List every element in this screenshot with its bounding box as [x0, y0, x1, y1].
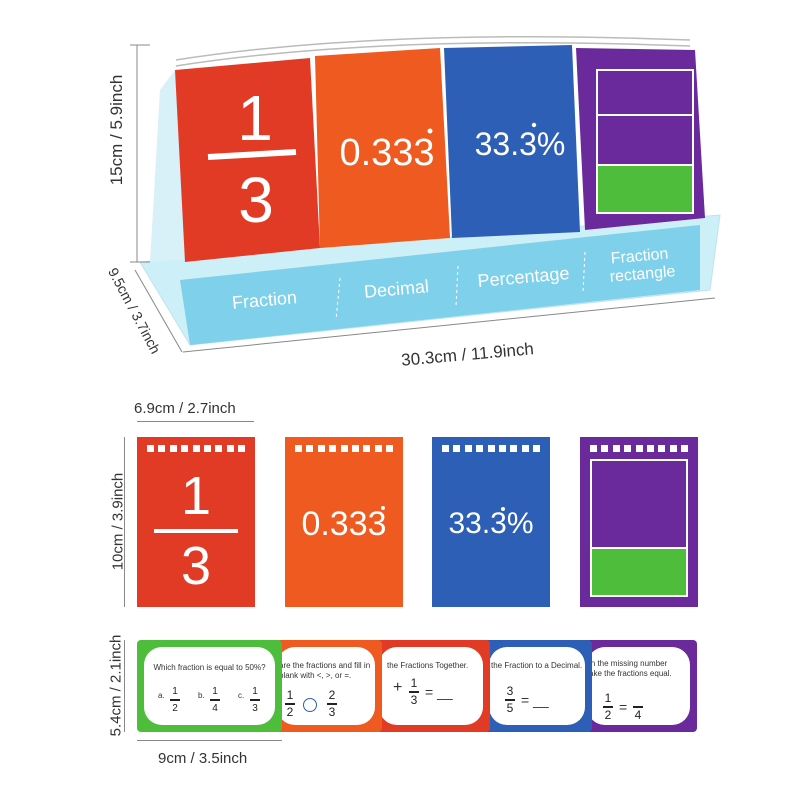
- card-holes: [590, 445, 688, 453]
- task1-opt-c: c.: [238, 691, 245, 700]
- task5-frac2: 4: [633, 706, 643, 722]
- card-width-label: 6.9cm / 2.7inch: [134, 400, 236, 417]
- task5-line1: in the missing number: [589, 659, 668, 668]
- fraction-rect-top: [596, 69, 694, 116]
- task-height-label: 5.4cm / 2.1inch: [107, 634, 125, 737]
- task3-plus: +: [393, 679, 403, 696]
- task5-eq: =: [619, 699, 628, 715]
- flat-card-decimal: 0.333: [285, 437, 403, 607]
- stand-fraction-numerator: 1: [237, 82, 273, 154]
- stand-card-decimal: [315, 48, 450, 248]
- task1-opt-a: a.: [158, 691, 165, 700]
- task-height-line: [124, 640, 125, 732]
- task-card-2: are the fractions and fill in blank with…: [270, 640, 382, 732]
- card-height-line: [124, 437, 125, 607]
- stand-card-fraction: [175, 58, 320, 262]
- card-holes: [442, 445, 540, 453]
- fraction-bar: [154, 529, 238, 533]
- stand-card-percentage: [444, 45, 580, 238]
- task1-opt-b: b.: [198, 691, 205, 700]
- stand-fraction-denominator: 3: [238, 164, 274, 236]
- task-width-label: 9cm / 3.5inch: [158, 750, 248, 767]
- flat-percentage-value: 33.3%: [448, 507, 534, 540]
- task4-eq: = __: [521, 692, 549, 708]
- card-width-line: [137, 421, 254, 422]
- spiral-binding: [175, 35, 691, 67]
- label-strip: [180, 225, 700, 345]
- repeat-dot: [381, 506, 385, 510]
- task4-line1: the Fraction to a Decimal.: [491, 661, 583, 670]
- repeat-dot: [501, 507, 505, 511]
- flat-card-percentage: 33.3%: [432, 437, 550, 607]
- flat-decimal-value: 0.333: [301, 505, 387, 543]
- flat-fraction-denominator: 3: [180, 536, 212, 596]
- stand-height-label: 15cm / 5.9inch: [107, 75, 126, 186]
- stand-decimal-value: 0.333: [339, 132, 434, 174]
- flat-card-fraction: 1 3: [137, 437, 255, 607]
- task5-line2: ake the fractions equal.: [589, 669, 672, 678]
- fraction-rect-top: [590, 459, 688, 505]
- task2-line1: are the fractions and fill in: [279, 661, 371, 670]
- task-width-line: [137, 740, 282, 741]
- card-holes: [295, 445, 393, 453]
- fraction-rect-mid: [590, 503, 688, 549]
- task2-line2: blank with <, >, or =.: [279, 671, 352, 680]
- fraction-rect-green: [590, 549, 688, 597]
- flip-chart-stand: 1 3 0.333 33.3% Fraction Decimal Percent…: [105, 35, 721, 370]
- task3-line1: the Fractions Together.: [387, 661, 469, 670]
- flat-card-rectangle: [580, 437, 698, 607]
- label-fraction-rectangle-2: rectangle: [609, 263, 676, 286]
- fraction-rect-mid: [596, 114, 694, 166]
- label-fraction-rectangle-1: Fraction: [610, 246, 669, 268]
- stand-percentage-value: 33.3%: [475, 126, 566, 162]
- task3-eq: = __: [425, 684, 453, 700]
- task-card-5: in the missing number ake the fractions …: [582, 640, 697, 732]
- fraction-rect-green: [596, 164, 694, 214]
- card-height-label: 10cm / 3.9inch: [109, 472, 127, 571]
- card-holes: [147, 445, 245, 453]
- stand-width-label: 30.3cm / 11.9inch: [400, 339, 534, 370]
- flat-fraction-numerator: 1: [180, 466, 212, 526]
- task1-question: Which fraction is equal to 50%?: [153, 663, 266, 672]
- compare-circle: [303, 698, 317, 712]
